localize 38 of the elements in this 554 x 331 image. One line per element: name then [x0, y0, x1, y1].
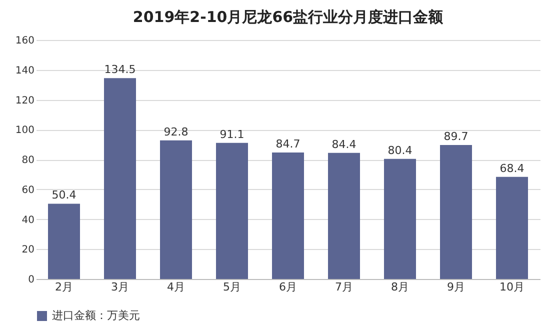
- x-tick-label: 8月: [391, 280, 409, 294]
- bar: [440, 145, 472, 279]
- data-label: 68.4: [500, 162, 524, 175]
- x-tick-label: 4月: [167, 280, 185, 294]
- bar: [496, 176, 528, 279]
- bar: [48, 204, 80, 279]
- bar: [328, 152, 360, 279]
- data-label: 84.4: [332, 138, 356, 151]
- chart-title: 2019年2-10月尼龙66盐行业分月度进口金额: [132, 8, 444, 26]
- y-tick-label: 120: [15, 95, 34, 106]
- data-label: 80.4: [388, 144, 412, 157]
- y-tick-label: 160: [15, 36, 34, 46]
- bar: [384, 158, 416, 279]
- y-tick-label: 60: [22, 184, 34, 196]
- data-label: 84.7: [276, 137, 300, 150]
- bar: [272, 152, 304, 279]
- legend-label: 进口金额：万美元: [52, 309, 140, 322]
- x-tick-label: 5月: [223, 280, 241, 294]
- y-tick-label: 80: [22, 155, 34, 166]
- data-label: 134.5: [104, 63, 136, 76]
- y-tick-label: 0: [28, 274, 34, 286]
- bar: [160, 140, 192, 279]
- x-tick-label: 6月: [279, 280, 297, 294]
- x-tick-label: 2月: [55, 280, 73, 294]
- y-tick-label: 100: [15, 125, 34, 136]
- data-label: 92.8: [164, 125, 188, 138]
- x-tick-label: 3月: [111, 280, 129, 294]
- bar: [216, 142, 248, 279]
- x-tick-label: 9月: [447, 280, 465, 294]
- data-label: 89.7: [444, 130, 468, 144]
- x-tick-label: 10月: [500, 280, 524, 294]
- x-tick-label: 7月: [335, 280, 353, 294]
- data-label: 91.1: [220, 128, 244, 141]
- y-tick-label: 140: [15, 65, 34, 76]
- data-label: 50.4: [52, 188, 76, 202]
- bar: [104, 78, 136, 279]
- y-tick-label: 20: [22, 244, 34, 256]
- y-tick-label: 40: [22, 214, 34, 226]
